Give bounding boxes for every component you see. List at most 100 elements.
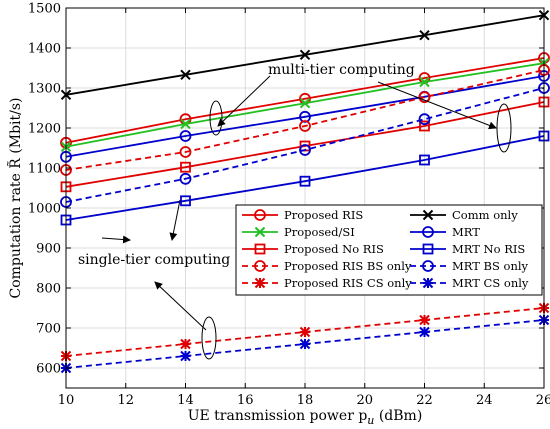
- data-point: [299, 97, 311, 109]
- legend-label: Proposed RIS BS only: [284, 259, 412, 273]
- series-line: [65, 57, 545, 144]
- y-axis-label: Computation rate R̃ (Mbit/s): [6, 98, 24, 299]
- legend-label: Proposed No RIS: [284, 242, 384, 256]
- series-proposed-si: [60, 57, 550, 153]
- legend-label: MRT CS only: [452, 276, 529, 290]
- series-line: [65, 135, 545, 221]
- legend-label: Comm only: [452, 208, 518, 222]
- x-tick-label: 24: [476, 393, 493, 408]
- series-layer: [60, 9, 550, 374]
- annotations: multi-tier computing single-tier computin…: [78, 62, 512, 360]
- y-tick-label: 1300: [28, 82, 61, 97]
- tick-labels: 10 12 14 16 18 20 22 24 26 600 700 800 900 1000 1100 12…: [28, 2, 550, 409]
- data-point: [419, 76, 430, 88]
- legend-marker: [422, 277, 434, 289]
- legend-marker: [422, 260, 434, 272]
- legend-label: MRT BS only: [452, 259, 529, 273]
- legend-label: MRT No RIS: [452, 242, 525, 256]
- data-point: [179, 172, 192, 185]
- x-tick-label: 16: [237, 393, 254, 408]
- y-tick-label: 1000: [28, 202, 61, 217]
- legend-box: [235, 204, 543, 296]
- annotation-arrow: [377, 81, 497, 130]
- x-tick-label: 20: [356, 393, 373, 408]
- y-tick-label: 1200: [28, 122, 61, 137]
- legend-item-proposed-ris-bs-only: Proposed RIS BS only: [242, 259, 412, 273]
- legend-marker: [254, 260, 266, 272]
- x-tick-label: 12: [117, 393, 134, 408]
- legend-item-mrt: MRT: [410, 225, 480, 239]
- data-point: [179, 130, 192, 142]
- data-point: [180, 350, 191, 362]
- data-point: [299, 120, 311, 132]
- data-point: [419, 29, 430, 41]
- series-line: [65, 87, 545, 203]
- legend-marker: [254, 243, 266, 255]
- ellipse-marker: [201, 316, 217, 360]
- legend-item-mrt-bs-only: MRT BS only: [410, 259, 529, 273]
- data-point: [180, 338, 191, 350]
- data-point: [299, 338, 311, 350]
- x-axis-label: UE transmission power pu (dBm): [188, 408, 423, 427]
- y-tick-label: 1500: [28, 2, 61, 17]
- data-point: [418, 91, 431, 104]
- data-point: [419, 314, 430, 326]
- annotation-arrow: [217, 75, 271, 127]
- annotation-single-tier: single-tier computing: [78, 252, 230, 268]
- data-point: [299, 175, 311, 187]
- y-tick-label: 800: [36, 282, 61, 297]
- legend-marker: [422, 226, 434, 238]
- legend-marker: [254, 277, 266, 289]
- axes: [65, 7, 545, 389]
- annotation-arrow: [169, 199, 181, 241]
- annotation-arrow: [101, 235, 131, 244]
- legend-label: MRT: [452, 225, 480, 239]
- legend-label: Proposed RIS CS only: [284, 276, 412, 290]
- series-line: [65, 69, 545, 171]
- x-tick-label: 26: [536, 393, 550, 408]
- data-point: [180, 161, 191, 173]
- ellipse-marker: [209, 100, 223, 136]
- legend-item-mrt-no-ris: MRT No RIS: [410, 242, 525, 256]
- series-mrt-bs-only: [60, 82, 550, 208]
- data-point: [180, 118, 191, 130]
- data-point: [299, 144, 311, 156]
- data-point: [419, 120, 430, 132]
- data-point: [180, 69, 191, 81]
- data-point: [299, 49, 311, 61]
- x-tick-label: 22: [416, 393, 433, 408]
- data-point: [419, 326, 430, 338]
- legend-marker: [254, 226, 266, 238]
- legend-item-proposed-ris-cs-only: Proposed RIS CS only: [242, 276, 412, 290]
- legend-item-proposed-no-ris: Proposed No RIS: [242, 242, 384, 256]
- legend: Proposed RIS Comm only Proposed/SI MRT Propo…: [235, 204, 543, 296]
- legend-marker: [254, 209, 266, 221]
- legend-item-mrt-cs-only: MRT CS only: [410, 276, 529, 290]
- legend-item-proposed-si: Proposed/SI: [242, 225, 355, 239]
- series-line: [65, 101, 545, 188]
- y-tick-label: 600: [36, 362, 61, 377]
- y-tick-label: 700: [36, 322, 61, 337]
- series-line: [65, 75, 545, 158]
- legend-item-proposed-ris: Proposed RIS: [242, 208, 363, 222]
- y-tick-label: 1100: [28, 162, 61, 177]
- legend-marker: [422, 209, 434, 221]
- data-point: [299, 326, 311, 338]
- data-point: [179, 146, 192, 158]
- legend-label: Proposed RIS: [284, 208, 363, 222]
- data-point: [418, 113, 431, 126]
- series-comm-only: [60, 9, 550, 101]
- ellipse-marker: [496, 103, 512, 153]
- x-tick-label: 14: [177, 393, 194, 408]
- annotation-multi-tier: multi-tier computing: [268, 62, 415, 78]
- annotation-arrow: [154, 281, 207, 331]
- x-tick-label: 10: [58, 393, 75, 408]
- legend-item-comm-only: Comm only: [410, 208, 518, 222]
- data-point: [419, 154, 430, 166]
- legend-marker: [422, 243, 434, 255]
- y-tick-label: 900: [36, 242, 61, 257]
- legend-label: Proposed/SI: [284, 225, 355, 239]
- y-tick-label: 1400: [28, 42, 61, 57]
- data-point: [180, 195, 191, 207]
